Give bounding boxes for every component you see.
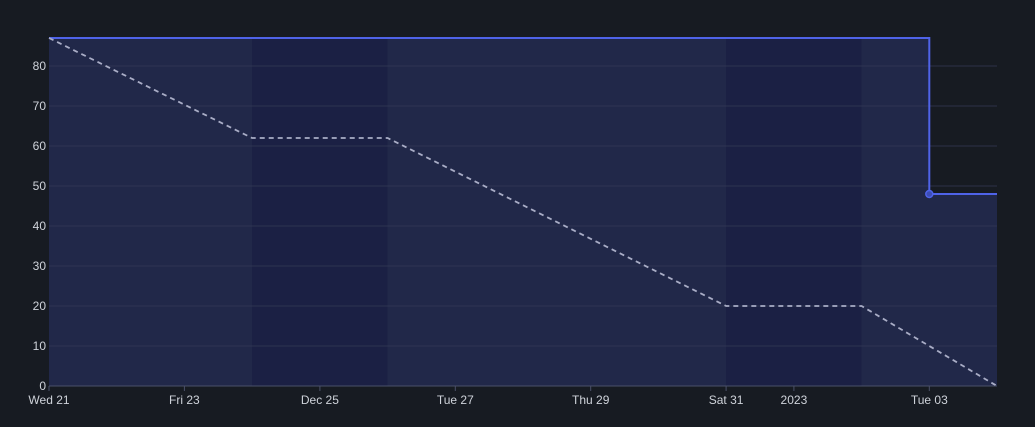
- y-tick-label: 80: [33, 59, 47, 73]
- x-tick-label: Thu 29: [572, 393, 610, 407]
- weekend-band: [252, 38, 388, 386]
- y-tick-label: 20: [33, 299, 47, 313]
- y-tick-label: 0: [39, 379, 46, 393]
- x-tick-label: Sat 31: [709, 393, 744, 407]
- ideal-dashed-line: [48, 37, 998, 387]
- y-tick-label: 70: [33, 99, 47, 113]
- x-tick-label: Tue 03: [911, 393, 948, 407]
- remaining-step-line: [49, 37, 997, 195]
- y-tick-label: 60: [33, 139, 47, 153]
- x-tick-label: Dec 25: [301, 393, 339, 407]
- y-tick-label: 50: [33, 179, 47, 193]
- axes: 0 10 20 30 40 50 60 70 80 Wed 21 Fri 23 Dec 25 Tue 2…: [28, 59, 997, 407]
- x-tick-label: 2023: [781, 393, 808, 407]
- series-layer: [48, 37, 998, 387]
- grid-lines: [49, 65, 997, 347]
- y-tick-label: 30: [33, 259, 47, 273]
- y-tick-label: 10: [33, 339, 47, 353]
- weekend-band: [726, 38, 862, 386]
- y-tick-label: 40: [33, 219, 47, 233]
- x-tick-label: Wed 21: [28, 393, 69, 407]
- x-tick-label: Fri 23: [169, 393, 200, 407]
- weekend-bands: [49, 38, 997, 386]
- x-tick-label: Tue 27: [437, 393, 474, 407]
- data-point-marker: [925, 189, 934, 199]
